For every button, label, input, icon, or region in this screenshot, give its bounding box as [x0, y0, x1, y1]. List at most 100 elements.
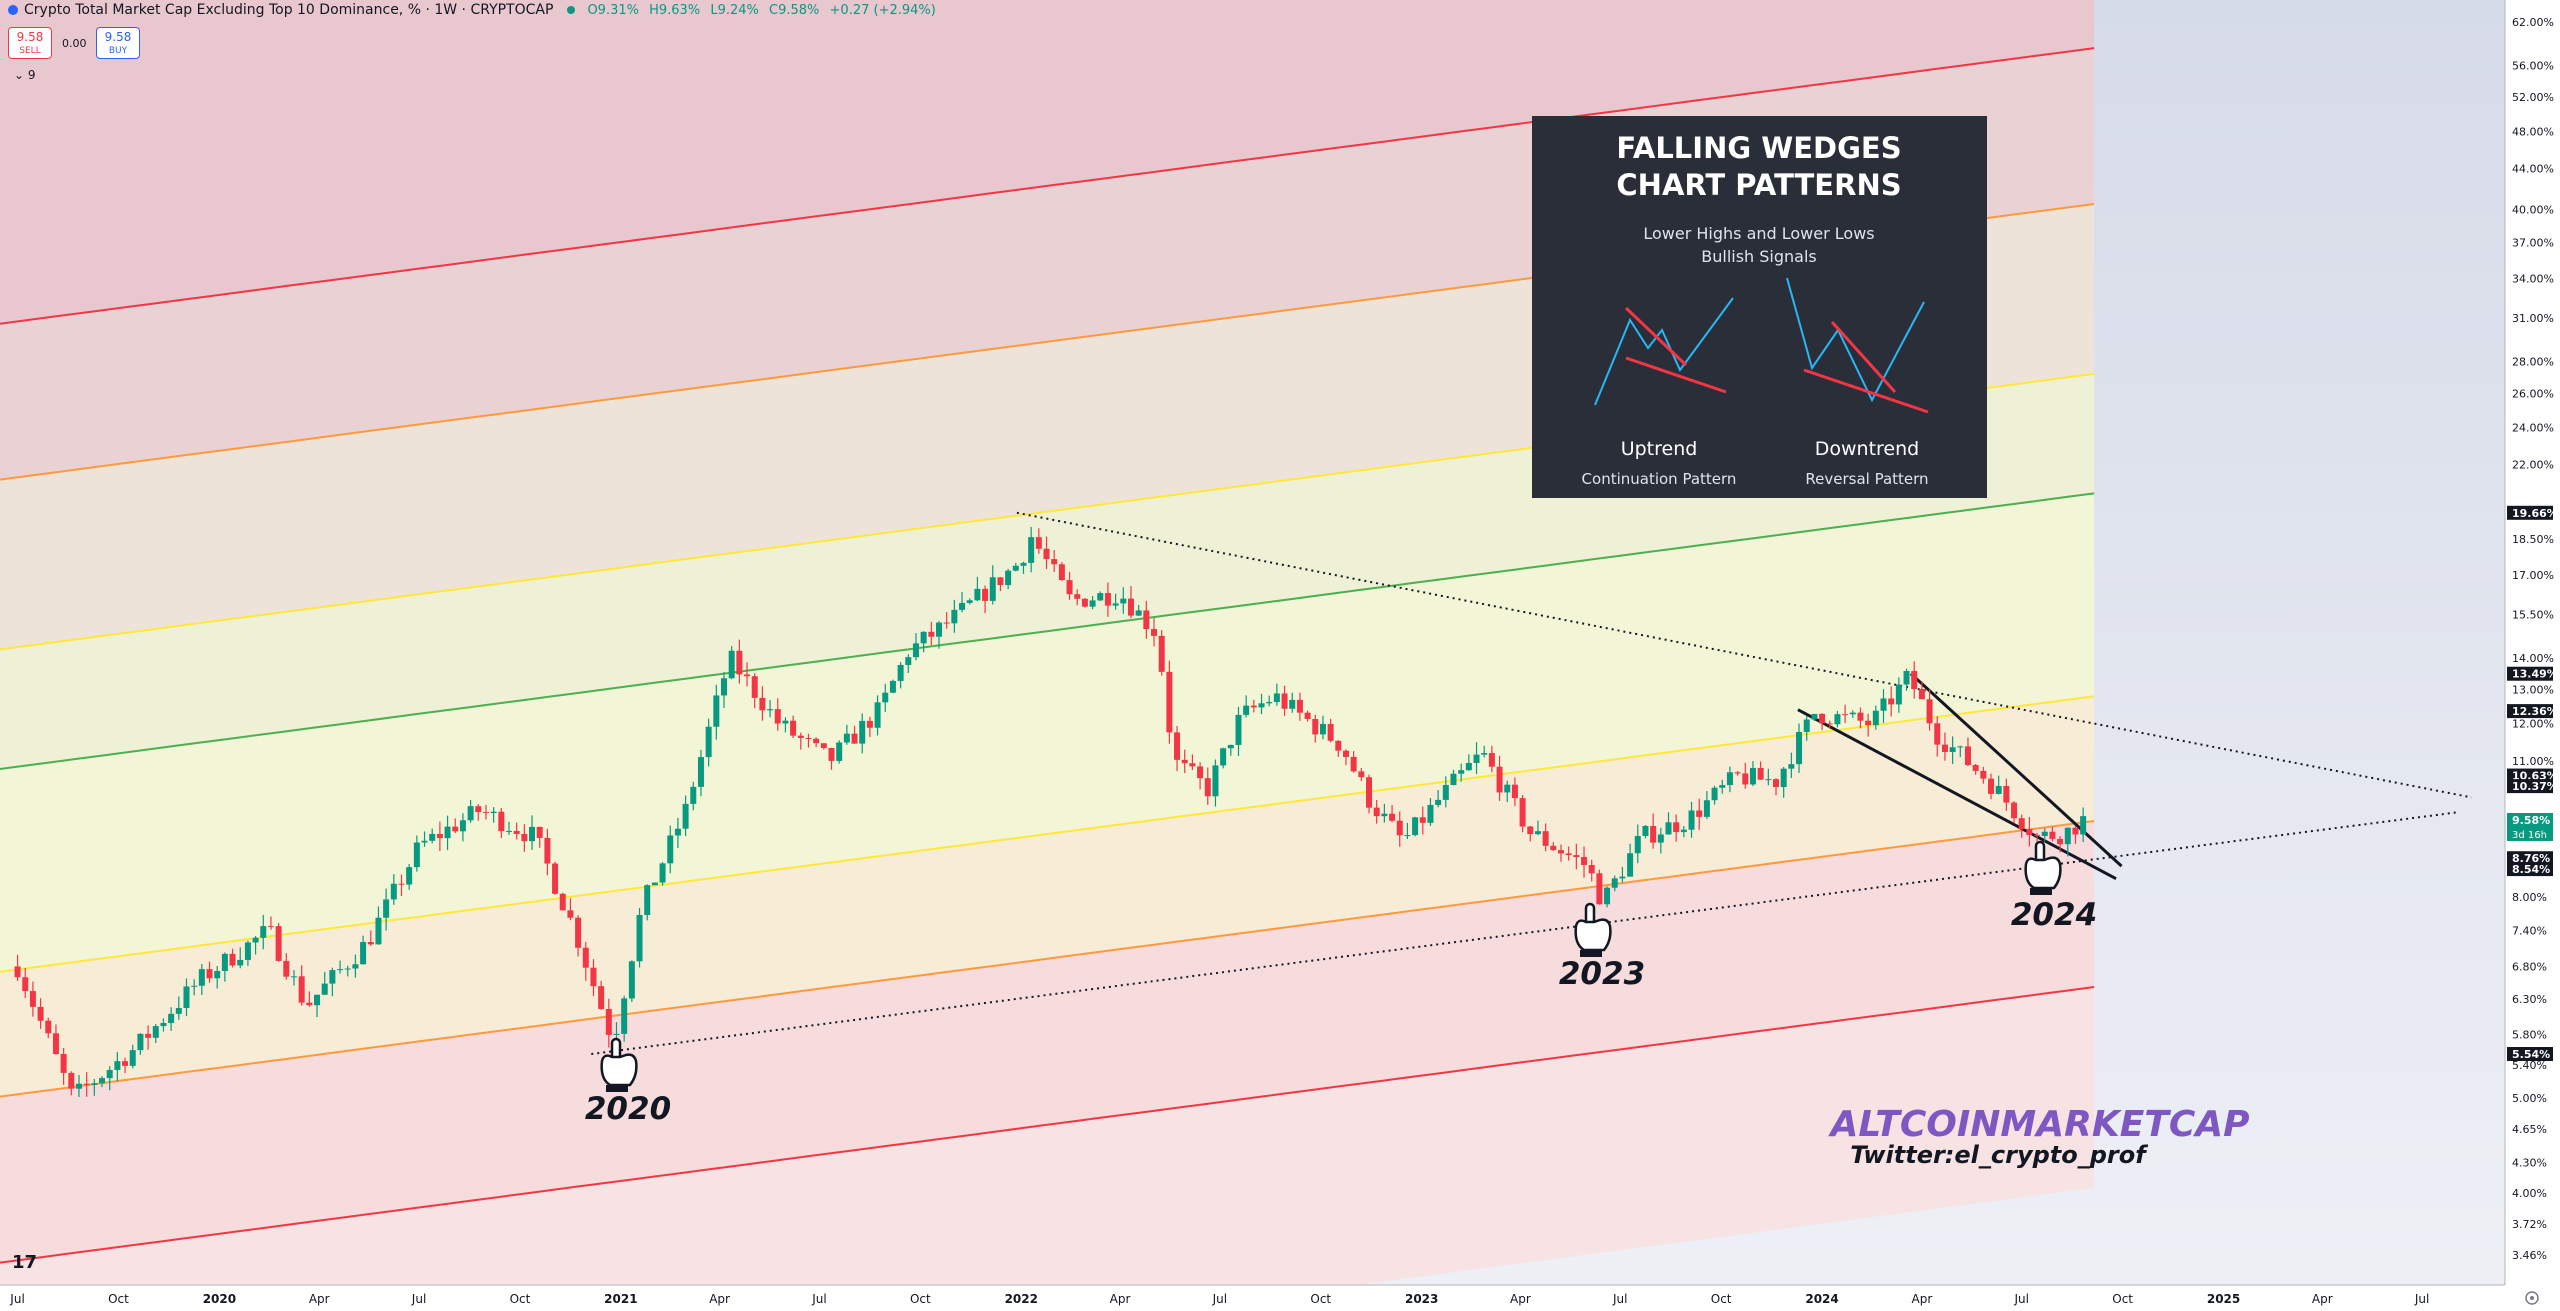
candle — [160, 1018, 167, 1032]
candle — [1158, 630, 1165, 676]
price-tick: 11.00% — [2512, 755, 2554, 768]
wedge-line[interactable] — [1909, 672, 2123, 868]
candle — [29, 981, 36, 1017]
candle — [959, 592, 966, 613]
candle — [682, 795, 689, 837]
candle — [575, 915, 582, 957]
candle — [2049, 826, 2056, 842]
candle — [1104, 582, 1111, 617]
indicator-toggle[interactable]: ⌄ 9 — [14, 68, 36, 82]
candle — [1888, 686, 1895, 717]
candle — [1350, 751, 1357, 773]
candle — [1734, 770, 1741, 776]
pointing-hand-icon — [2024, 840, 2062, 895]
price-tick: 3.46% — [2512, 1249, 2547, 1262]
candle — [1097, 591, 1104, 602]
candle — [1227, 744, 1234, 756]
candle — [667, 825, 674, 874]
ohlc-open: O9.31% — [587, 2, 639, 18]
candle — [774, 698, 781, 731]
candles — [14, 526, 2087, 1098]
infographic-subtitle-1: Lower Highs and Lower Lows — [1643, 224, 1874, 243]
price-axis-ticks: 62.00% 56.00% 52.00% 48.00% 44.00% 40.00% 37.0… — [2512, 16, 2554, 1262]
candle — [2080, 807, 2087, 842]
candle — [1972, 764, 1979, 775]
sell-button[interactable]: 9.58 SELL — [8, 27, 52, 59]
candle — [1005, 568, 1012, 590]
infographic-title-2: CHART PATTERNS — [1616, 168, 1901, 202]
candle — [582, 941, 589, 981]
candle — [1035, 528, 1042, 554]
wedge-line[interactable] — [1797, 708, 2117, 881]
candle — [145, 1025, 152, 1050]
candle — [1135, 605, 1142, 616]
candle — [1796, 723, 1803, 773]
axis-settings-icon[interactable] — [2525, 1291, 2539, 1305]
candle — [383, 888, 390, 931]
sell-label: SELL — [19, 46, 41, 56]
candle — [1826, 720, 1833, 729]
candle — [1296, 692, 1303, 721]
price-tick: 26.00% — [2512, 387, 2554, 400]
price-axis[interactable] — [2505, 0, 2560, 1311]
candle — [152, 1023, 159, 1044]
candle — [628, 960, 635, 1002]
candle — [91, 1079, 98, 1096]
candle — [75, 1074, 82, 1098]
candle — [1834, 711, 1841, 728]
candle — [767, 700, 774, 718]
symbol-logo-icon — [8, 5, 18, 15]
candle — [360, 935, 367, 965]
candle — [912, 633, 919, 661]
candle — [567, 898, 574, 921]
candle — [429, 828, 436, 844]
envelope-line — [0, 695, 2095, 973]
candle — [244, 940, 251, 966]
tradingview-logo-icon[interactable]: 17 — [12, 1252, 38, 1273]
candle — [690, 781, 697, 811]
candle — [1964, 737, 1971, 767]
candle — [1557, 844, 1564, 862]
candle — [1412, 816, 1419, 837]
candle — [114, 1051, 121, 1082]
uptrend-wedge-sketch — [1594, 297, 1734, 406]
time-axis[interactable] — [0, 1285, 2505, 1311]
candle — [1949, 736, 1956, 764]
buy-button[interactable]: 9.58 BUY — [96, 27, 140, 59]
dotted-trendline[interactable] — [1016, 511, 2472, 799]
candle — [1842, 704, 1849, 724]
symbol-title: Crypto Total Market Cap Excluding Top 10… — [24, 2, 554, 18]
candle — [1565, 846, 1572, 861]
candle — [1112, 593, 1119, 610]
candle — [705, 718, 712, 767]
candle — [60, 1048, 67, 1085]
ohlc-low: L9.24% — [710, 2, 759, 18]
price-tick: 6.80% — [2512, 960, 2547, 973]
candle — [214, 966, 221, 989]
candle — [37, 998, 44, 1029]
candle — [1581, 846, 1588, 878]
buy-price: 9.58 — [104, 30, 132, 44]
time-tick: Apr — [2312, 1292, 2333, 1306]
candle — [1197, 762, 1204, 790]
candle — [1680, 826, 1687, 838]
symbol-legend[interactable]: Crypto Total Market Cap Excluding Top 10… — [8, 2, 942, 18]
price-tick: 22.00% — [2512, 459, 2554, 472]
downtrend-wedge-sketch — [1786, 277, 1929, 414]
candle — [398, 874, 405, 897]
dotted-trendline[interactable] — [591, 811, 2457, 1056]
time-tick: Oct — [1711, 1292, 1732, 1306]
candle — [728, 646, 735, 680]
envelope-line — [0, 492, 2095, 770]
candle — [406, 864, 413, 890]
price-label-text: 10.37% — [2512, 780, 2558, 793]
candle — [936, 621, 943, 649]
candle — [966, 598, 973, 605]
candle — [482, 804, 489, 820]
time-tick: 2022 — [1005, 1292, 1038, 1306]
candle — [943, 612, 950, 629]
candle — [267, 916, 274, 930]
candle — [198, 964, 205, 995]
uptrend-label: Uptrend — [1621, 438, 1698, 460]
